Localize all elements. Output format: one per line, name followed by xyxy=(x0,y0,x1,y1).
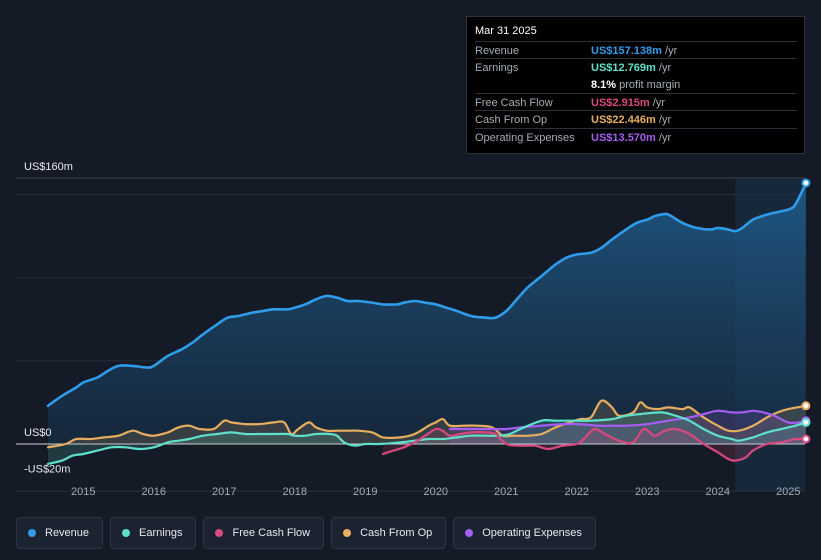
x-tick-label: 2016 xyxy=(142,486,166,498)
x-tick-label: 2017 xyxy=(212,486,236,498)
legend-label: Operating Expenses xyxy=(482,527,582,539)
tooltip-date: Mar 31 2025 xyxy=(475,25,537,37)
tooltip-row: 8.1% profit margin xyxy=(475,76,797,93)
tooltip-row-label: Revenue xyxy=(475,45,520,57)
y-tick-label: US$160m xyxy=(24,161,73,173)
legend-label: Free Cash Flow xyxy=(232,527,311,539)
legend-label: Revenue xyxy=(45,527,90,539)
tooltip-row: Revenue US$157.138m /yr xyxy=(475,41,797,59)
x-tick-label: 2024 xyxy=(706,486,730,498)
legend-dot-icon xyxy=(465,529,474,537)
legend-dot-icon xyxy=(343,529,352,537)
y-tick-label: US$0 xyxy=(24,427,52,439)
legend: Revenue Earnings Free Cash Flow Cash From O… xyxy=(16,517,596,549)
x-tick-label: 2020 xyxy=(424,486,448,498)
free-cash-flow-line xyxy=(381,427,807,462)
revenue-end-marker xyxy=(801,178,811,188)
legend-dot-icon xyxy=(215,529,224,537)
x-tick-label: 2015 xyxy=(71,486,95,498)
tooltip-row-value: US$22.446m /yr xyxy=(591,114,672,127)
legend-label: Earnings xyxy=(139,527,183,539)
tooltip-panel: Mar 31 2025 Revenue US$157.138m /yr Earnin… xyxy=(466,16,805,154)
cash-from-op-area xyxy=(48,400,806,448)
tooltip-row: Cash From Op US$22.446m /yr xyxy=(475,110,797,128)
tooltip-row-value: US$2.915m /yr xyxy=(591,96,665,109)
operating-expenses-line xyxy=(448,409,807,431)
legend-item-revenue[interactable]: Revenue xyxy=(16,517,104,549)
tooltip-row-value: US$12.769m /yr xyxy=(591,62,672,75)
x-tick-label: 2018 xyxy=(283,486,307,498)
legend-dot-icon xyxy=(28,529,36,537)
legend-label: Cash From Op xyxy=(360,527,433,539)
legend-item-free-cash-flow[interactable]: Free Cash Flow xyxy=(203,517,325,549)
tooltip-row: Earnings US$12.769m /yr xyxy=(475,58,797,76)
revenue-line xyxy=(46,181,808,408)
y-tick-label: -US$20m xyxy=(24,463,70,475)
tooltip-row: Operating Expenses US$13.570m /yr xyxy=(475,127,797,146)
legend-item-operating-expenses[interactable]: Operating Expenses xyxy=(453,517,596,549)
tooltip-row-value: US$157.138m /yr xyxy=(591,45,678,57)
x-tick-label: 2019 xyxy=(353,486,377,498)
x-tick-label: 2023 xyxy=(635,486,659,498)
legend-dot-icon xyxy=(122,529,131,537)
cash-from-op-line xyxy=(46,399,807,449)
tooltip-row-value: 8.1% profit margin xyxy=(591,78,681,91)
earnings-end-marker xyxy=(801,417,811,427)
x-tick-label: 2022 xyxy=(565,486,589,498)
tooltip-row-value: US$13.570m /yr xyxy=(591,131,672,144)
tooltip-row-label: Operating Expenses xyxy=(475,131,575,144)
earnings-line xyxy=(46,411,807,465)
x-tick-label: 2021 xyxy=(494,486,518,498)
x-tick-label: 2025 xyxy=(776,486,800,498)
tooltip-row-label: Free Cash Flow xyxy=(475,96,553,109)
tooltip-row-label: Earnings xyxy=(475,62,519,75)
legend-item-cash-from-op[interactable]: Cash From Op xyxy=(331,517,447,549)
revenue-area xyxy=(48,183,806,444)
tooltip-row: Free Cash Flow US$2.915m /yr xyxy=(475,92,797,111)
cash-from-op-end-marker xyxy=(801,401,811,411)
free-cash-flow-end-marker xyxy=(801,434,811,444)
tooltip-row-label: Cash From Op xyxy=(475,114,548,127)
legend-item-earnings[interactable]: Earnings xyxy=(110,517,197,549)
